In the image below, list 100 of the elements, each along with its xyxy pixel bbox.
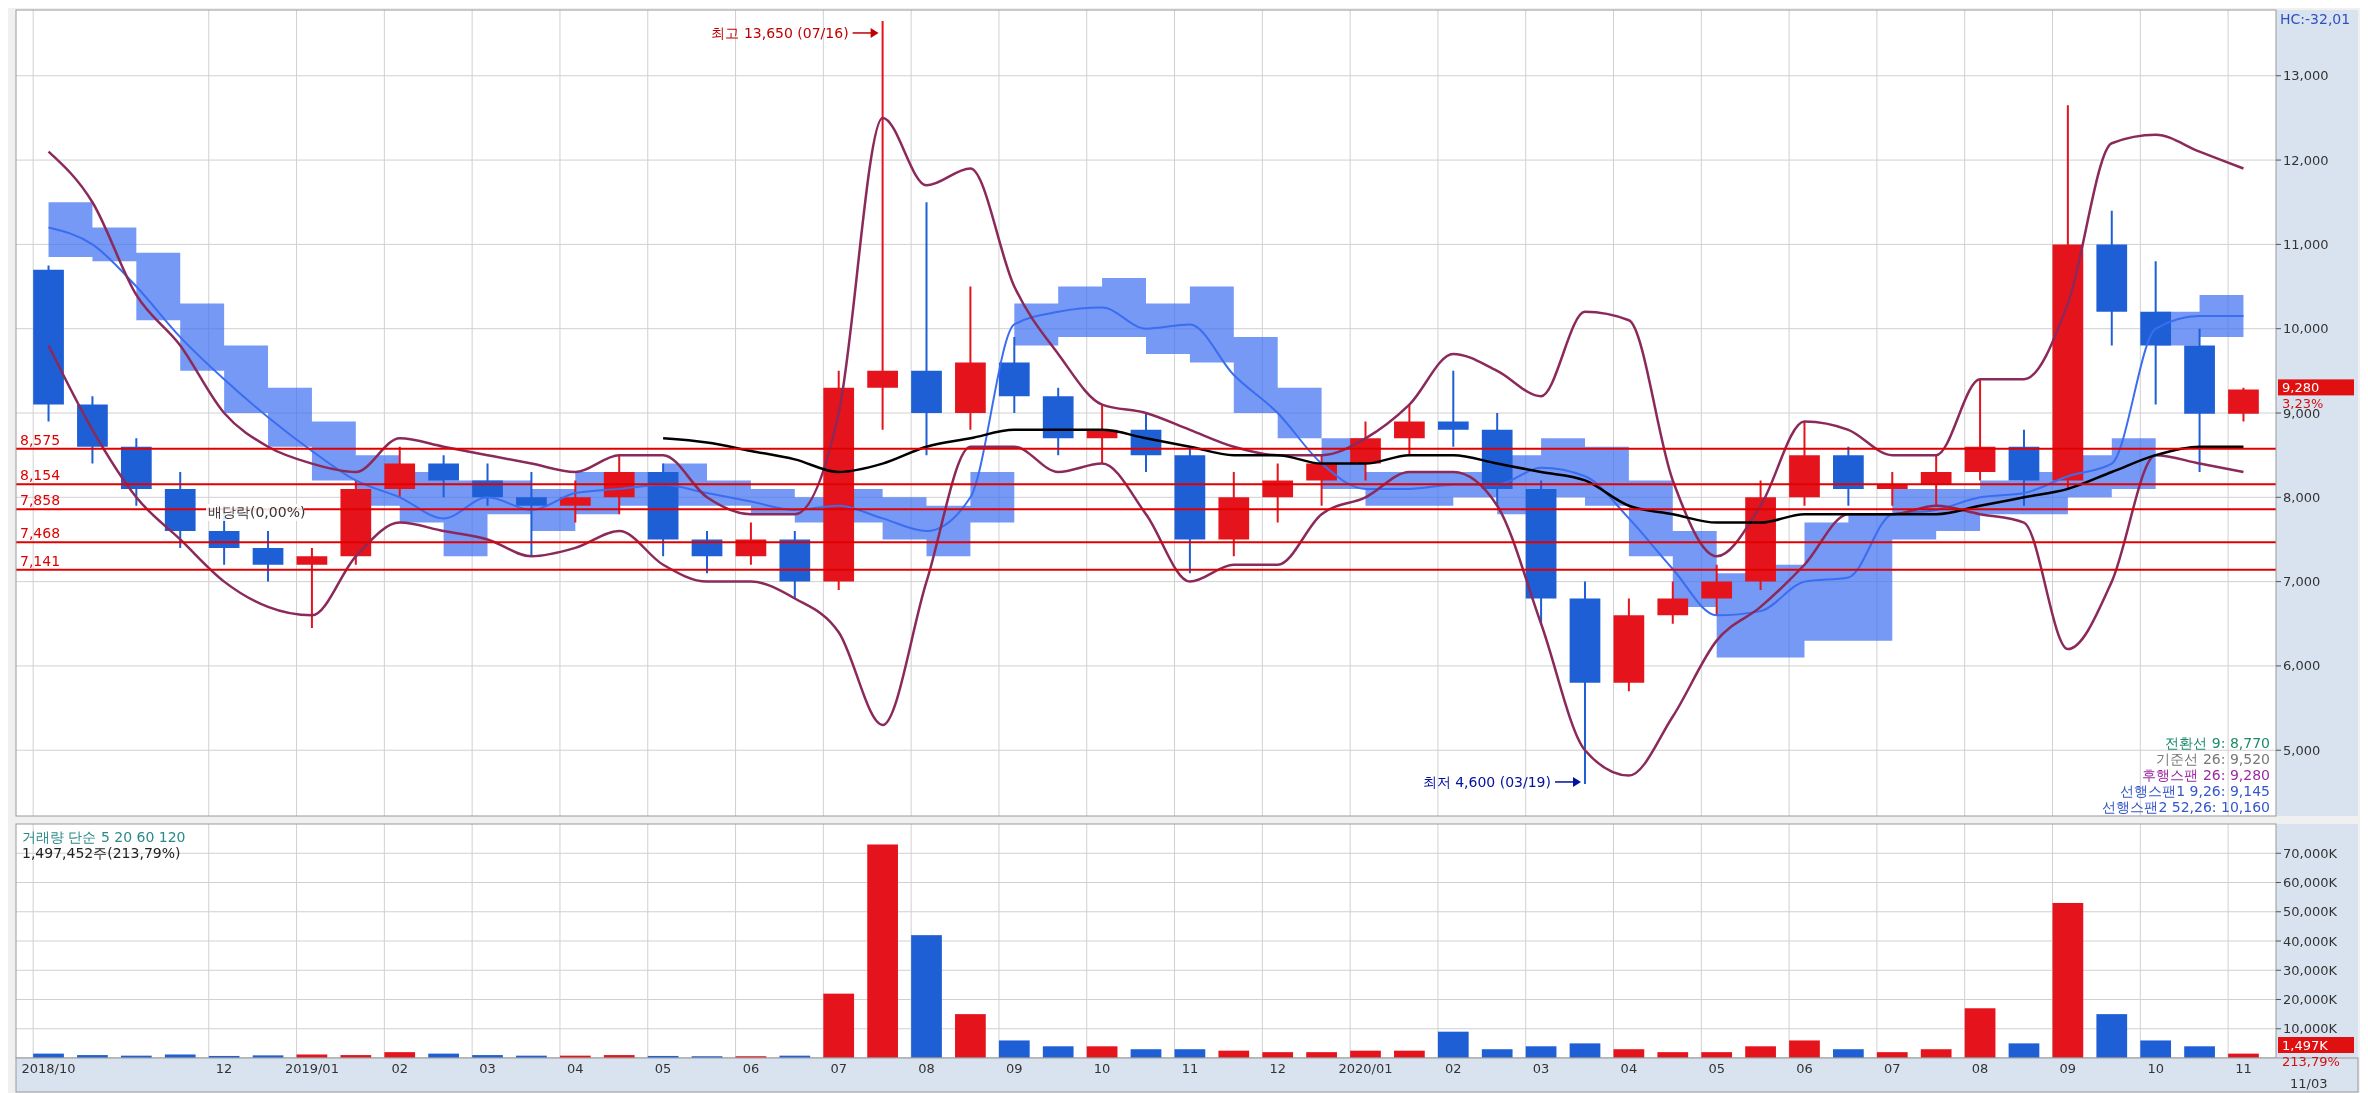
- bar: [1086, 1046, 1118, 1058]
- x-tick-label: 2019/01: [284, 1061, 339, 1076]
- x-tick-label: 11: [2235, 1061, 2252, 1076]
- x-tick-label: 05: [1708, 1061, 1725, 1076]
- bar: [1437, 1031, 1469, 1058]
- bar: [1789, 1040, 1820, 1058]
- ref-line-label: 8,154: [20, 467, 61, 484]
- candlestick: [1613, 598, 1645, 692]
- candlestick: [779, 531, 811, 599]
- x-tick-label: 2018/10: [21, 1061, 76, 1076]
- candlestick: [296, 547, 328, 628]
- candlestick: [2184, 328, 2215, 473]
- annotation: 전환선 9: 8,770: [2165, 735, 2270, 751]
- x-tick-label: 04: [567, 1061, 584, 1076]
- candlestick: [340, 480, 372, 565]
- annotation: 1,497,452주(213,79%): [22, 845, 181, 861]
- line-series: [661, 428, 2245, 524]
- bar: [1745, 1046, 1776, 1058]
- candlestick: [1394, 404, 1425, 456]
- y-tick-label: 5,000: [2283, 742, 2321, 758]
- bar: [2096, 1014, 2128, 1058]
- x-tick-label: 02: [1445, 1061, 1462, 1076]
- y-tick-label: 30,000K: [2283, 962, 2338, 978]
- candlestick: [2052, 105, 2084, 489]
- candlestick: [1701, 564, 1733, 616]
- bar: [2052, 902, 2084, 1058]
- candlestick: [164, 472, 196, 548]
- text: 213,79%: [2282, 1054, 2340, 1069]
- x-tick-label: 06: [742, 1061, 760, 1076]
- annotation: 선행스팬2 52,26: 10,160: [2102, 799, 2270, 815]
- y-tick-label: 10,000: [2283, 321, 2329, 337]
- y-tick-label: 6,000: [2283, 658, 2321, 674]
- candlestick: [516, 472, 547, 557]
- ref-line-label: 7,141: [20, 552, 61, 569]
- candlestick: [998, 337, 1030, 413]
- y-tick-label: 8,000: [2283, 489, 2321, 505]
- candlestick: [1876, 472, 1908, 506]
- bar: [2184, 1046, 2215, 1058]
- x-tick-label: 07: [830, 1061, 847, 1076]
- candlestick: [1042, 387, 1074, 456]
- y-tick-label: 70,000K: [2283, 845, 2338, 861]
- y-tick-label: 7,000: [2283, 574, 2321, 590]
- candlestick: [77, 396, 108, 464]
- candlestick: [2096, 210, 2128, 346]
- annotation: 최고 13,650 (07/16): [711, 24, 849, 41]
- bar: [2140, 1040, 2172, 1058]
- candlestick: [559, 480, 591, 523]
- text: 9,280: [2282, 380, 2320, 396]
- annotation: 최저 4,600 (03/19): [1422, 773, 1551, 790]
- candlestick: [2228, 387, 2259, 422]
- candlestick: [955, 286, 986, 430]
- bar: [2008, 1043, 2040, 1058]
- y-tick-label: 20,000K: [2283, 992, 2338, 1008]
- annotation: 후행스팬 26: 9,280: [2142, 767, 2270, 783]
- x-tick-label: 09: [2059, 1061, 2077, 1076]
- annotation: 배당락(0,00%): [208, 504, 306, 520]
- text: 1,497K: [2282, 1038, 2329, 1053]
- y-tick-label: 12,000: [2283, 152, 2329, 168]
- bar: [823, 993, 855, 1058]
- candlestick: [428, 455, 459, 498]
- x-tick-label: 2020/01: [1338, 1061, 1393, 1076]
- annotation: 거래량 단순 5 20 60 120: [22, 829, 186, 845]
- x-tick-label: 11: [1181, 1061, 1199, 1076]
- x-tick-label: 12: [1269, 1061, 1286, 1076]
- x-tick-label: 04: [1620, 1061, 1638, 1076]
- x-tick-label: 08: [1971, 1061, 1989, 1076]
- y-tick-label: 11,000: [2283, 236, 2329, 252]
- x-tick-label: 03: [479, 1061, 496, 1076]
- y-tick-label: 40,000K: [2283, 933, 2338, 949]
- x-tick-label: 07: [1884, 1061, 1901, 1076]
- y-tick-label: 60,000K: [2283, 875, 2338, 891]
- candlestick: [1437, 370, 1469, 447]
- candlestick: [1833, 446, 1864, 506]
- annotation: 선행스팬1 9,26: 9,145: [2120, 783, 2270, 799]
- x-tick-label: 08: [918, 1061, 935, 1076]
- x-tick-label: 03: [1532, 1061, 1550, 1076]
- candlestick: [384, 446, 416, 498]
- bar: [955, 1014, 986, 1058]
- x-tick-label: 05: [654, 1061, 672, 1076]
- bar: [998, 1040, 1030, 1058]
- bar: [1569, 1043, 1601, 1058]
- candlestick: [2140, 261, 2172, 405]
- bar: [1964, 1008, 1996, 1058]
- ref-line-label: 7,858: [20, 492, 61, 509]
- x-tick-label: 02: [391, 1061, 408, 1076]
- y-tick-label: 13,000: [2283, 68, 2329, 84]
- x-tick-label: 12: [215, 1061, 233, 1076]
- bar: [1525, 1046, 1557, 1058]
- x-tick-label: 09: [1006, 1061, 1023, 1076]
- candlestick: [1218, 472, 1250, 557]
- candlestick: [33, 265, 64, 422]
- x-tick-label: 06: [1796, 1061, 1813, 1076]
- candlestick: [252, 531, 284, 582]
- bar: [867, 844, 898, 1058]
- y-tick-label: 10,000K: [2283, 1021, 2338, 1037]
- candlestick: [1964, 379, 1996, 481]
- text: HC:-32,01: [2280, 11, 2351, 27]
- bar: [1042, 1046, 1074, 1058]
- candlestick: [911, 202, 942, 456]
- x-tick-label: 10: [1093, 1061, 1111, 1076]
